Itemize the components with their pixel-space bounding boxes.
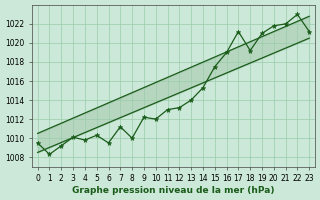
X-axis label: Graphe pression niveau de la mer (hPa): Graphe pression niveau de la mer (hPa) [72, 186, 275, 195]
